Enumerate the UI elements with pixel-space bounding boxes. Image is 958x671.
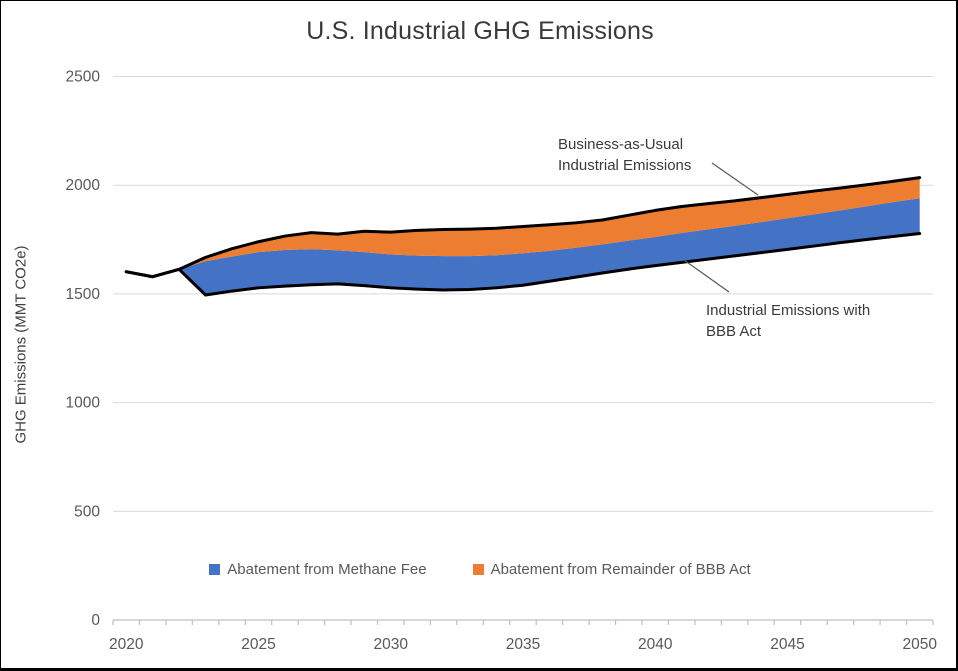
x-tick-label: 2045 bbox=[770, 636, 804, 653]
x-tick-label: 2020 bbox=[109, 636, 144, 653]
chart-title: U.S. Industrial GHG Emissions bbox=[306, 17, 654, 45]
annotation-emissions-with-bbb-act: Industrial Emissions with BBB Act bbox=[706, 300, 870, 342]
x-tick-label: 2040 bbox=[638, 636, 673, 653]
annotation-bau-line2: Industrial Emissions bbox=[558, 157, 692, 174]
leader-line-bau bbox=[711, 162, 759, 196]
annotation-bbb-line2: BBB Act bbox=[706, 323, 762, 340]
leader-line-bbb bbox=[683, 259, 730, 293]
annotation-bbb-line1: Industrial Emissions with bbox=[706, 302, 871, 319]
y-tick-label: 500 bbox=[74, 503, 100, 520]
x-tick-label: 2035 bbox=[506, 636, 540, 653]
y-tick-label: 2500 bbox=[66, 69, 101, 86]
legend-label-methane-fee: Abatement from Methane Fee bbox=[227, 561, 427, 578]
x-tick-label: 2050 bbox=[902, 636, 937, 653]
line-with-bbb-act bbox=[124, 231, 922, 297]
band-methane-fee bbox=[179, 198, 920, 295]
y-tick-label: 1000 bbox=[66, 395, 101, 412]
legend-label-bbb-remainder: Abatement from Remainder of BBB Act bbox=[490, 561, 751, 578]
legend-swatch-orange-icon bbox=[472, 564, 484, 575]
legend: Abatement from Methane Fee Abatement fro… bbox=[1, 561, 956, 578]
line-business-as-usual bbox=[124, 176, 922, 279]
y-tick-label: 1500 bbox=[66, 286, 101, 303]
x-tick-label: 2030 bbox=[373, 636, 408, 653]
legend-item-methane-fee: Abatement from Methane Fee bbox=[209, 561, 427, 578]
legend-swatch-blue-icon bbox=[209, 564, 221, 575]
y-tick-label: 2000 bbox=[66, 177, 101, 194]
annotation-business-as-usual: Business-as-Usual Industrial Emissions bbox=[558, 134, 691, 176]
x-tick-label: 2025 bbox=[241, 636, 275, 653]
legend-item-bbb-remainder: Abatement from Remainder of BBB Act bbox=[472, 561, 751, 578]
y-tick-label: 0 bbox=[91, 612, 100, 629]
band-bbb-remainder bbox=[179, 177, 920, 270]
annotation-bau-line1: Business-as-Usual bbox=[558, 136, 684, 153]
